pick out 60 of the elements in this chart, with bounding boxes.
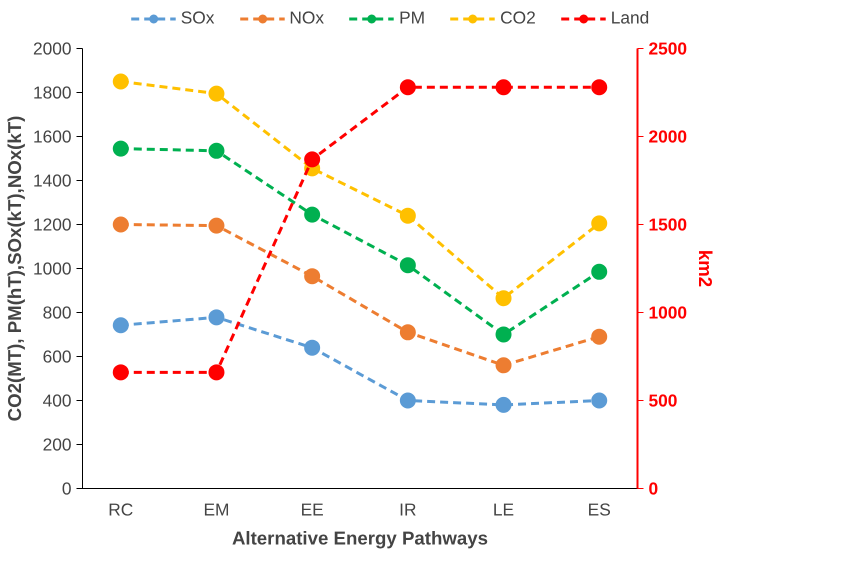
y-axis-title: CO2(MT), PM(hT),SOx(kT),NOx(kT) [4, 116, 25, 422]
point [208, 86, 224, 102]
point [496, 290, 512, 306]
point [112, 140, 129, 157]
point [208, 309, 224, 326]
point [112, 216, 129, 232]
y-tick-label: 0 [62, 478, 72, 498]
y-tick-label: 600 [42, 346, 72, 366]
point [400, 257, 416, 274]
point [400, 392, 416, 408]
legend-label: Land [610, 8, 650, 28]
legend-label: NOx [289, 8, 324, 28]
point [304, 151, 320, 168]
x-tick-label: LE [492, 500, 514, 520]
y-tick-label: 1400 [32, 170, 72, 190]
x-tick-label: ES [588, 500, 611, 520]
y-tick-label: 400 [42, 390, 72, 410]
y2-tick-label: 500 [648, 390, 678, 410]
point [496, 357, 512, 374]
point [112, 364, 129, 380]
y-tick-label: 1000 [32, 258, 72, 278]
y-tick-label: 1200 [32, 214, 72, 234]
legend-label: CO2 [500, 8, 536, 28]
point [208, 142, 224, 159]
x-tick-label: EE [300, 500, 324, 520]
point [208, 364, 224, 380]
y2-tick-label: 1000 [648, 302, 688, 322]
point [112, 74, 129, 90]
legend-label: PM [399, 8, 426, 28]
point [400, 324, 416, 340]
point [304, 206, 320, 223]
point [208, 218, 224, 234]
y-tick-label: 1600 [32, 126, 72, 146]
point [400, 79, 416, 96]
x-tick-label: IR [399, 500, 417, 520]
point [496, 326, 512, 342]
y-tick-label: 1800 [32, 82, 72, 102]
point [496, 79, 512, 96]
point [591, 215, 608, 232]
y-tick-label: 800 [42, 302, 72, 322]
y2-tick-label: 0 [648, 478, 658, 498]
y2-tick-label: 2000 [648, 126, 688, 146]
legend-label: SOx [180, 8, 214, 28]
x-axis-title: Alternative Energy Pathways [232, 528, 488, 548]
y-tick-label: 200 [42, 434, 72, 454]
point [496, 396, 512, 413]
y2-tick-label: 2500 [648, 38, 688, 58]
y2-axis-title: km2 [695, 250, 716, 288]
y2-tick-label: 1500 [648, 214, 688, 234]
point [591, 264, 608, 280]
point [591, 328, 608, 345]
point [591, 392, 608, 408]
point [400, 208, 416, 224]
point [591, 79, 608, 96]
point [304, 268, 320, 284]
point [304, 340, 320, 356]
y-tick-label: 2000 [32, 38, 72, 58]
x-tick-label: EM [203, 500, 230, 520]
point [112, 317, 129, 334]
x-tick-label: RC [108, 500, 134, 520]
